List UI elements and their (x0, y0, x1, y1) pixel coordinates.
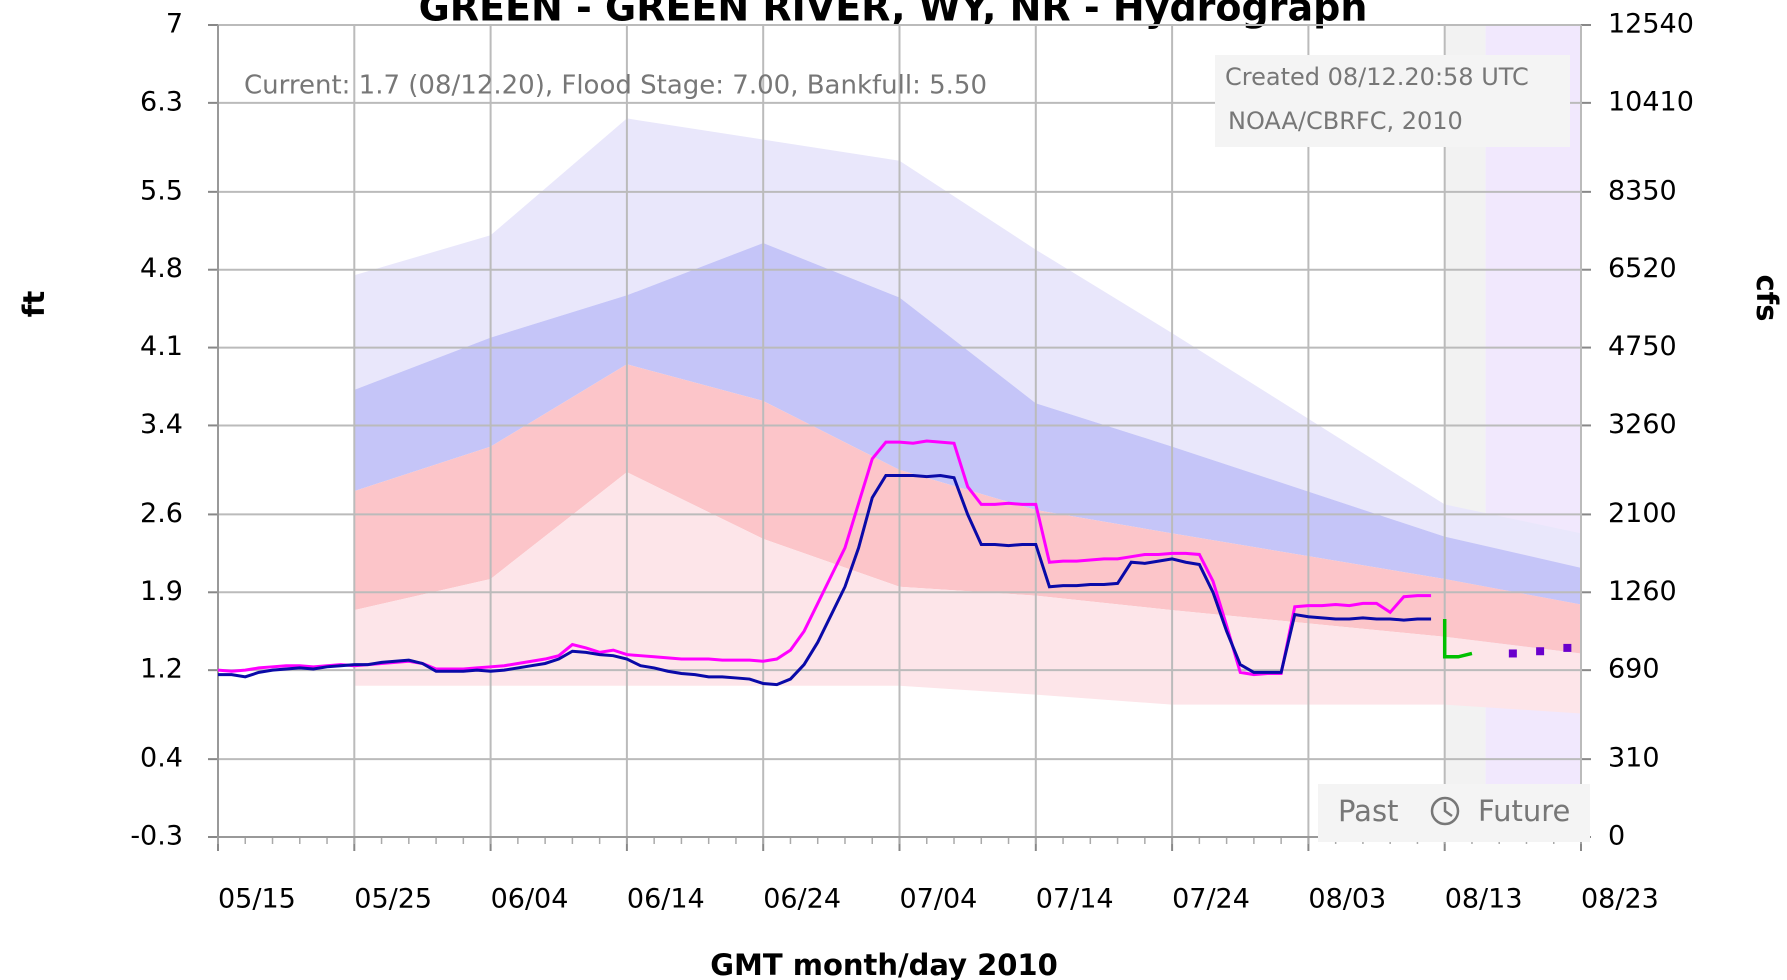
x-tick-label: 05/25 (354, 884, 432, 915)
y2-tick-label: 12540 (1608, 9, 1694, 40)
y2-tick-label: 8350 (1608, 175, 1677, 206)
y2-tick-label: 1260 (1608, 576, 1677, 607)
y-tick-label: 6.3 (140, 86, 183, 117)
band (354, 118, 1581, 568)
x-tick-label: 08/13 (1445, 884, 1523, 915)
x-tick-label: 07/24 (1172, 884, 1250, 915)
y-tick-label: 3.4 (140, 409, 183, 440)
y2-tick-label: 6520 (1608, 253, 1677, 284)
created-text: Created 08/12.20:58 UTC (1225, 63, 1529, 91)
y2-tick-label: 0 (1608, 821, 1625, 852)
info-text: Current: 1.7 (08/12.20), Flood Stage: 7.… (244, 71, 987, 101)
forecast-dot (1563, 643, 1572, 652)
y2-axis-label: cfs (1750, 274, 1784, 321)
y-axis-label: ft (17, 291, 51, 318)
y2-tick-label: 690 (1608, 654, 1660, 685)
credit-box (1215, 55, 1570, 147)
y-tick-label: 5.5 (140, 175, 183, 206)
x-tick-label: 08/23 (1581, 884, 1659, 915)
forecast-dot (1508, 649, 1517, 658)
x-axis-label: GMT month/day 2010 (710, 948, 1058, 980)
y-tick-label: 4.8 (140, 253, 183, 284)
forecast-line (1442, 618, 1473, 659)
clock-icon (1430, 796, 1460, 826)
y-tick-label: -0.3 (130, 821, 183, 852)
forecast-dot (1536, 647, 1545, 656)
y-tick-label: 0.4 (140, 743, 183, 774)
x-tick-label: 08/03 (1308, 884, 1386, 915)
band (354, 364, 1581, 654)
clock-hands (1443, 802, 1453, 818)
x-tick-label: 06/14 (627, 884, 705, 915)
y2-tick-label: 4750 (1608, 331, 1677, 362)
y-tick-label: 4.1 (140, 331, 183, 362)
y2-tick-label: 3260 (1608, 409, 1677, 440)
past-future-box (1318, 784, 1590, 842)
x-tick-label: 07/04 (900, 884, 978, 915)
y-tick-label: 1.2 (140, 654, 183, 685)
y-tick-label: 7 (166, 9, 183, 40)
series-line (218, 473, 1432, 687)
y2-tick-label: 2100 (1608, 498, 1677, 529)
y-tick-label: 1.9 (140, 576, 183, 607)
past-label: Past (1338, 794, 1398, 828)
y2-tick-label: 310 (1608, 743, 1660, 774)
x-tick-label: 06/04 (491, 884, 569, 915)
credit-text: NOAA/CBRFC, 2010 (1228, 107, 1463, 135)
y2-tick-label: 10410 (1608, 86, 1694, 117)
x-tick-label: 07/14 (1036, 884, 1114, 915)
x-tick-label: 05/15 (218, 884, 296, 915)
x-tick-label: 06/24 (763, 884, 841, 915)
future-label: Future (1478, 794, 1570, 828)
y-tick-label: 2.6 (140, 498, 183, 529)
